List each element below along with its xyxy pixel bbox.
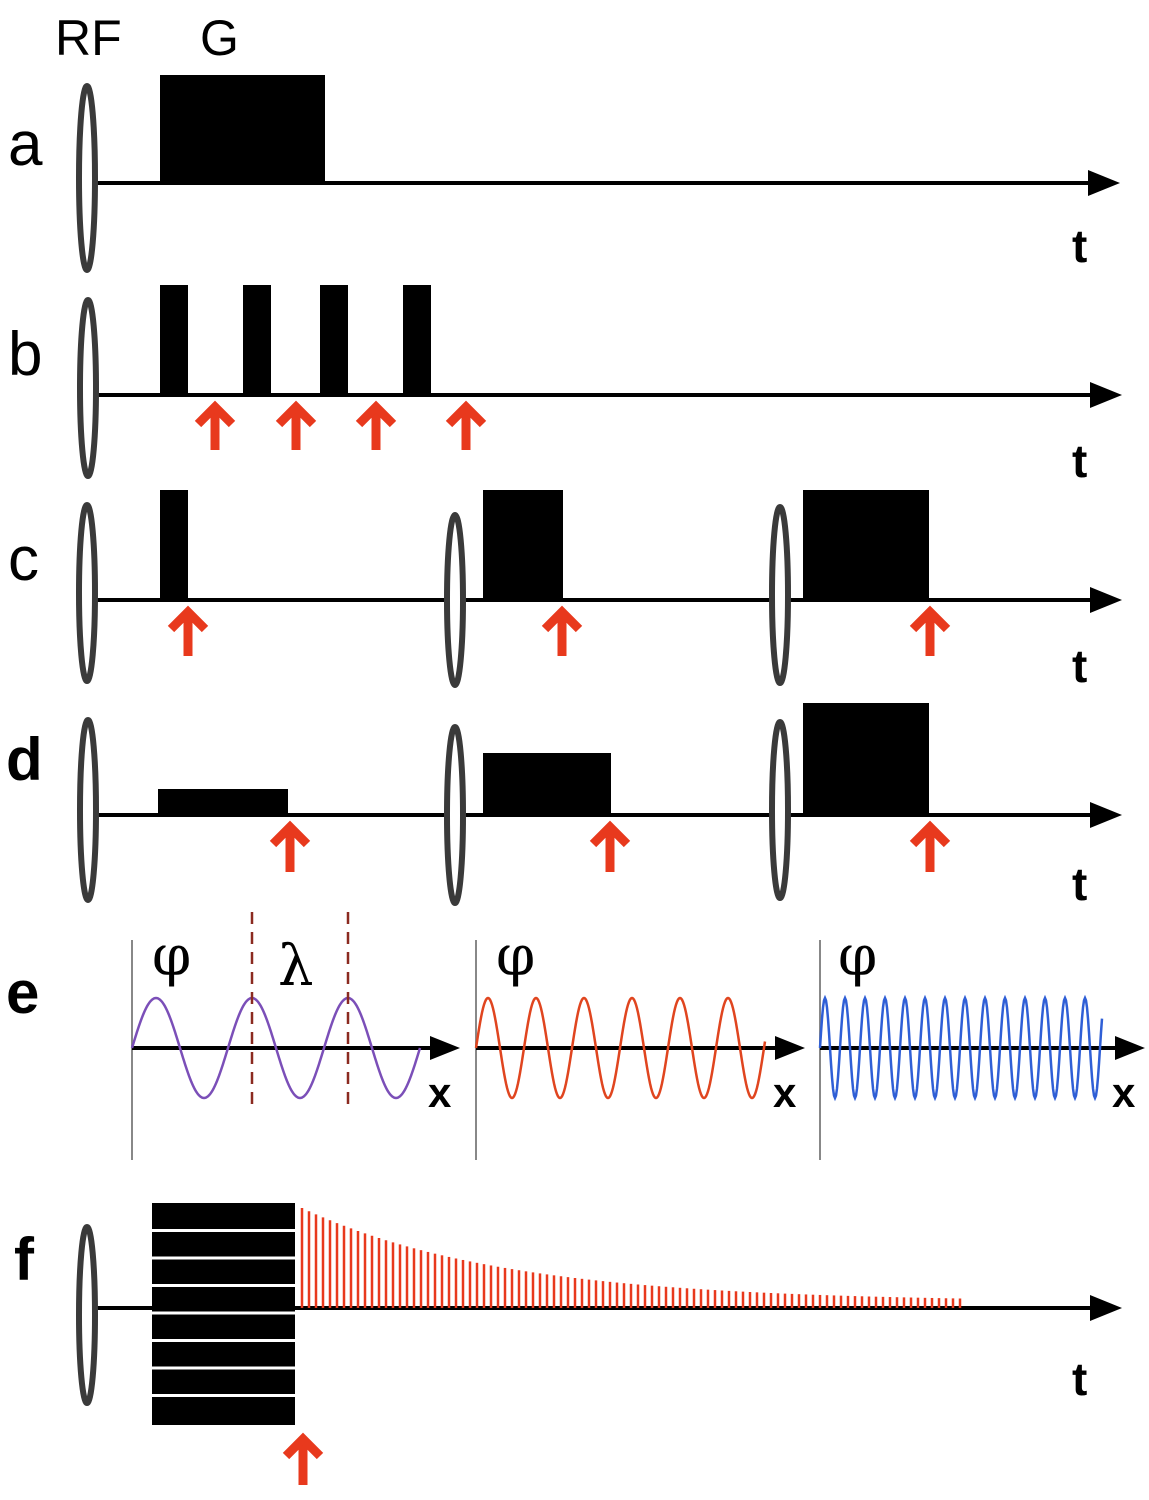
panel-f: f t [14,1203,1122,1485]
gradient-pulse-c2 [483,490,563,600]
acquisition-arrow-f [282,1432,324,1485]
time-label-b: t [1072,435,1087,487]
rf-pulse-d1 [77,717,99,903]
time-axis-arrowhead-d [1090,802,1122,828]
acquisition-arrow-c3 [909,605,951,656]
phase-label-1: φ [152,924,191,989]
x-axis-arrowhead-2 [775,1036,805,1060]
acquisition-arrow-d2 [589,820,631,872]
phase-label-3: φ [838,924,877,989]
panel-letter-c: c [8,525,39,594]
gradient-pulse-c3 [803,490,929,600]
gradient-pulse-b2 [243,285,271,395]
x-label-3: x [1112,1069,1136,1116]
panel-e: e φ λ x φ x φ x [6,912,1145,1160]
panel-d: d t [6,703,1122,910]
panel-b: b t [8,285,1122,487]
phase-wave-1 [130,996,422,1100]
time-label-c: t [1072,640,1087,692]
time-label-f: t [1072,1353,1087,1405]
gradient-pulse-d2 [483,753,611,815]
signal-decay [300,1208,962,1308]
acquisition-arrow-b3 [355,400,397,450]
rf-pulse-a [76,83,98,273]
rf-pulse-f [76,1224,98,1406]
x-axis-arrowhead-1 [430,1036,460,1060]
acquisition-arrow-b2 [275,400,317,450]
rf-pulse-c2 [444,512,466,688]
gradient-pulse-d1 [158,789,288,815]
acquisition-arrow-b1 [194,400,236,450]
time-axis-arrowhead-a [1088,170,1120,196]
acquisition-arrow-c1 [167,605,209,656]
gradient-pulse-b4 [403,285,431,395]
x-label-2: x [773,1069,797,1116]
g-header-label: G [200,10,239,66]
acquisition-arrow-d3 [909,820,951,872]
phase-wave-2 [474,996,767,1100]
acquisition-arrow-b4 [445,400,487,450]
panel-a: a t [8,75,1120,273]
phase-plot-3: φ x [818,924,1145,1160]
panel-letter-b: b [8,320,42,389]
rf-pulse-d3 [769,719,791,901]
panel-c: c t [8,490,1122,692]
time-axis-arrowhead-f [1090,1295,1122,1321]
rf-pulse-c3 [769,504,791,686]
wavelength-label: λ [278,934,314,999]
phase-plot-2: φ x [474,924,805,1160]
panel-letter-d: d [6,726,43,793]
time-axis-arrowhead-b [1090,382,1122,408]
x-label-1: x [428,1069,452,1116]
x-axis-arrowhead-3 [1115,1036,1145,1060]
time-label-a: t [1072,220,1087,272]
gradient-pulse-d3 [803,703,929,815]
rf-pulse-b [77,297,99,479]
gradient-pulse-b1 [160,285,188,395]
time-axis-arrowhead-c [1090,587,1122,613]
time-label-d: t [1072,858,1087,910]
gradient-pulse-b3 [320,285,348,395]
panel-letter-a: a [8,110,43,179]
phase-label-2: φ [496,924,535,989]
panel-letter-f: f [14,1226,35,1293]
acquisition-arrow-d1 [269,820,311,872]
gradient-pulse-c1 [160,490,188,600]
gradient-block-stripes [152,1229,295,1397]
rf-header-label: RF [55,10,122,66]
panel-letter-e: e [6,959,39,1026]
gradient-pulse-a [160,75,325,183]
rf-pulse-c1 [76,502,98,684]
acquisition-arrow-c2 [541,605,583,656]
phase-plot-1: φ λ x [130,912,460,1160]
rf-pulse-d2 [444,724,466,906]
phase-wave-3 [818,994,1104,1102]
